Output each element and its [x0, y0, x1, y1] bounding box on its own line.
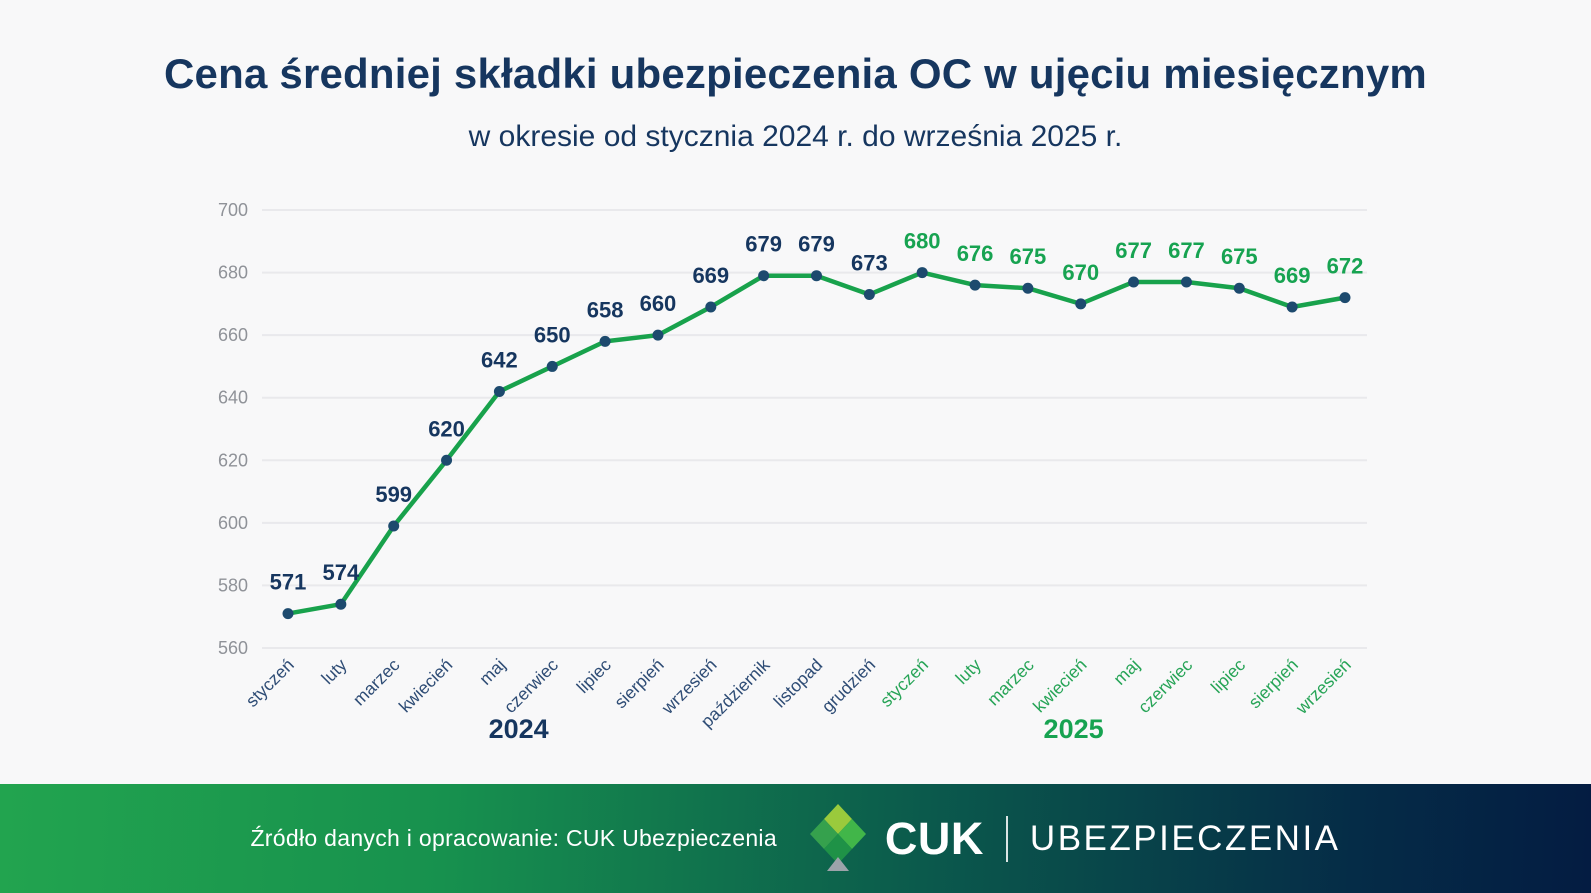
data-point-label: 571	[270, 570, 307, 595]
data-point-label: 660	[640, 291, 677, 316]
year-label-2025: 2025	[1044, 714, 1104, 744]
data-point	[282, 608, 294, 620]
month-tick-label: czerwiec	[500, 655, 562, 717]
chart-canvas: 560 580 600 620 640 660 680 700 571 574 599 620 642 6…	[218, 200, 1367, 744]
month-tick-label: kwiecień	[395, 655, 457, 717]
data-point-label: 673	[851, 250, 888, 275]
data-point	[1339, 292, 1351, 304]
month-tick-label: styczeń	[876, 655, 932, 711]
data-point-label: 677	[1115, 238, 1152, 263]
data-point	[441, 454, 453, 466]
data-point	[652, 329, 664, 341]
cuk-diamond-icon	[809, 803, 866, 871]
month-tick-label: czerwiec	[1134, 655, 1196, 717]
data-point	[546, 360, 558, 372]
data-point-label: 670	[1062, 260, 1099, 285]
y-tick-label: 640	[218, 388, 248, 408]
logo-suffix-text: UBEZPIECZENIA	[1029, 818, 1341, 858]
price-line	[285, 270, 1348, 616]
month-tick-label: maj	[1109, 655, 1143, 689]
data-point-label: 676	[957, 241, 994, 266]
data-point	[599, 335, 611, 347]
cuk-logo: CUK UBEZPIECZENIA	[807, 802, 1341, 876]
data-point	[1233, 282, 1245, 294]
data-point	[493, 385, 505, 397]
month-tick-label: luty	[317, 655, 351, 689]
data-point	[335, 598, 347, 610]
year-label-2024: 2024	[489, 714, 549, 744]
y-tick-label: 700	[218, 200, 248, 220]
data-point-label: 642	[481, 347, 518, 372]
logo-brand-text: CUK	[884, 812, 984, 864]
data-point-label: 680	[904, 229, 941, 254]
month-tick-label: lipiec	[573, 655, 616, 698]
y-tick-label: 680	[218, 263, 248, 283]
data-point-label: 658	[587, 297, 624, 322]
data-point	[758, 270, 770, 282]
data-point	[1128, 276, 1140, 288]
footer-band: Źródło danych i opracowanie: CUK Ubezpie…	[0, 784, 1591, 893]
data-point-label: 669	[692, 263, 729, 288]
y-tick-label: 600	[218, 513, 248, 533]
month-tick-label: wrzesień	[1291, 655, 1355, 719]
data-point-label: 620	[428, 416, 465, 441]
data-point-label: 669	[1274, 263, 1311, 288]
data-point-label: 679	[798, 232, 835, 257]
data-point	[388, 520, 400, 532]
data-point	[863, 288, 875, 300]
data-point	[1075, 298, 1087, 310]
page-title: Cena średniej składki ubezpieczenia OC w…	[164, 50, 1427, 97]
month-tick-label: grudzień	[818, 655, 880, 717]
data-point	[705, 301, 717, 313]
data-point-label: 675	[1221, 244, 1258, 269]
source-credit-text: Źródło danych i opracowanie: CUK Ubezpie…	[250, 825, 777, 851]
data-point-label: 650	[534, 322, 571, 347]
chart-header: Cena średniej składki ubezpieczenia OC w…	[0, 50, 1591, 154]
month-tick-label: kwiecień	[1029, 655, 1091, 717]
month-tick-label: luty	[951, 655, 985, 689]
month-tick-label: maj	[475, 655, 509, 689]
data-point-label: 679	[745, 232, 782, 257]
data-point	[1022, 282, 1034, 294]
data-point-label: 574	[322, 560, 359, 585]
data-point-label: 677	[1168, 238, 1205, 263]
data-point	[811, 270, 822, 282]
line-chart: 560 580 600 620 640 660 680 700 571 574 599 620 642 6…	[0, 170, 1591, 784]
month-tick-label: styczeń	[242, 655, 298, 711]
y-tick-label: 560	[218, 638, 248, 658]
data-point-label: 599	[375, 482, 412, 507]
data-point	[969, 279, 981, 291]
page-subtitle: w okresie od stycznia 2024 r. do wrześni…	[468, 120, 1123, 153]
data-point	[916, 267, 928, 279]
y-tick-label: 660	[218, 325, 248, 345]
data-point-label: 672	[1327, 254, 1364, 279]
y-tick-label: 620	[218, 450, 248, 470]
y-tick-label: 580	[218, 575, 248, 595]
month-tick-label: lipiec	[1207, 655, 1250, 698]
data-point-label: 675	[1010, 244, 1047, 269]
data-point	[1180, 276, 1192, 288]
data-point	[1286, 301, 1298, 313]
logo-divider	[1005, 815, 1008, 862]
